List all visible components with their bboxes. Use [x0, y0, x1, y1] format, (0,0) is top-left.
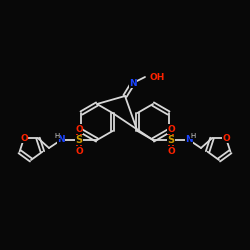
Text: OH: OH: [149, 72, 164, 82]
Text: S: S: [76, 135, 82, 145]
Text: O: O: [167, 146, 175, 156]
Text: O: O: [75, 146, 83, 156]
Text: N: N: [129, 78, 137, 88]
Text: O: O: [167, 124, 175, 134]
Text: O: O: [75, 124, 83, 134]
Text: O: O: [20, 134, 28, 143]
Text: N: N: [57, 136, 65, 144]
Text: S: S: [168, 135, 174, 145]
Text: O: O: [222, 134, 230, 143]
Text: H: H: [54, 133, 60, 139]
Text: N: N: [185, 136, 193, 144]
Text: H: H: [190, 133, 196, 139]
